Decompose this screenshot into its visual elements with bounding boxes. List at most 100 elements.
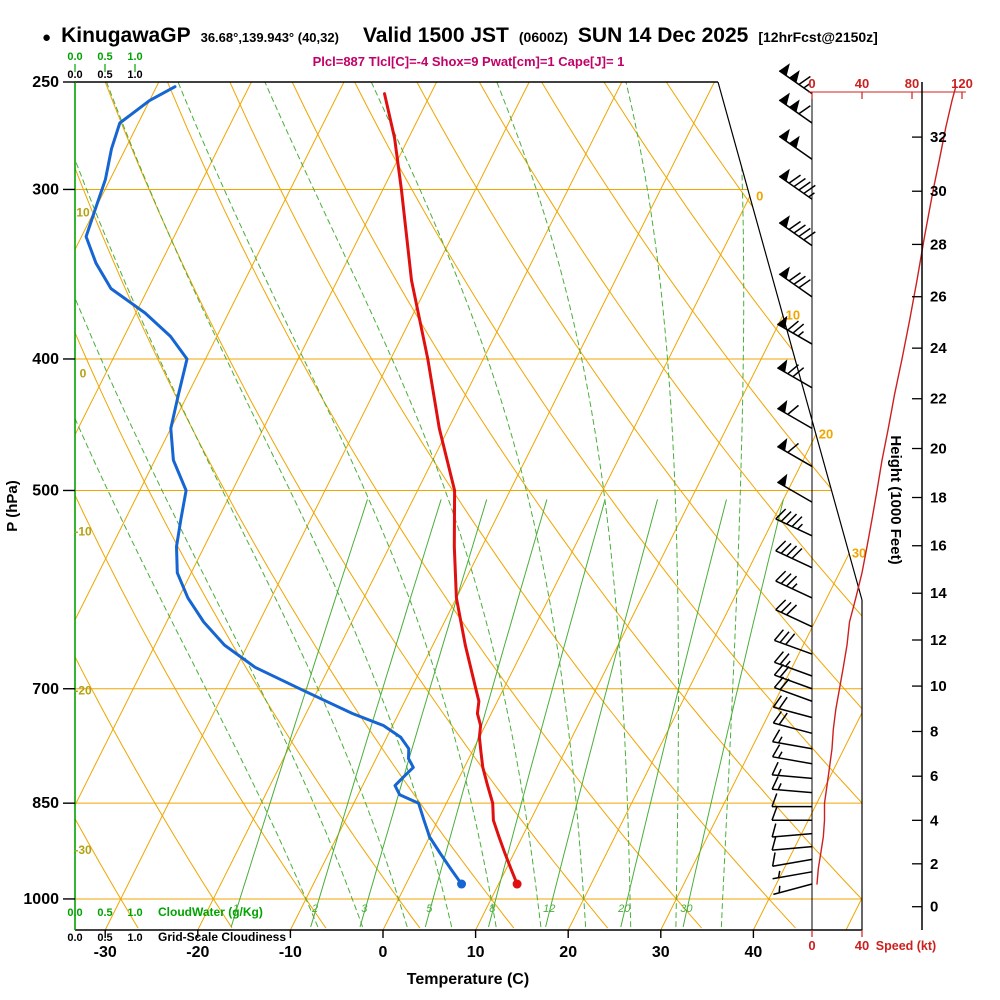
temperature-curve [383, 92, 519, 886]
svg-text:700: 700 [32, 681, 59, 698]
svg-text:CloudWater (g/Kg): CloudWater (g/Kg) [158, 905, 263, 919]
svg-text:1.0: 1.0 [127, 932, 142, 944]
svg-text:40: 40 [855, 938, 869, 953]
svg-text:-30: -30 [74, 843, 92, 857]
svg-text:0: 0 [808, 76, 815, 91]
sounding-curves [84, 85, 522, 889]
svg-text:10: 10 [930, 678, 947, 695]
svg-text:4: 4 [930, 812, 939, 829]
svg-text:1.0: 1.0 [127, 69, 142, 81]
svg-text:5: 5 [426, 903, 433, 915]
station-coords: 36.68°,139.943° (40,32) [200, 30, 339, 45]
station-bullet: ● [42, 29, 52, 46]
svg-text:0: 0 [808, 938, 815, 953]
svg-text:28: 28 [930, 236, 947, 253]
surface-dewpoint-dot [457, 879, 467, 889]
svg-text:26: 26 [930, 289, 947, 306]
cloudwater-scales: 0.0 0.0 0.0 0.0 0.5 0.5 0.5 0.5 1.0 1.0 1.0 1.0 Clou… [67, 51, 286, 944]
wind-barbs [771, 63, 816, 896]
isotherm-grid-lines [75, 82, 862, 930]
valid-date: SUN 14 Dec 2025 [577, 24, 749, 47]
svg-text:2: 2 [311, 903, 318, 915]
svg-text:8: 8 [930, 723, 938, 740]
svg-text:0: 0 [930, 899, 938, 916]
svg-text:0.0: 0.0 [67, 907, 82, 919]
svg-text:-30: -30 [94, 944, 117, 961]
stability-indices: Plcl=887 Tlcl[C]=-4 Shox=9 Pwat[cm]=1 Ca… [312, 54, 625, 69]
svg-text:Grid-Scale Cloudiness: Grid-Scale Cloudiness [158, 930, 286, 944]
svg-text:18: 18 [930, 490, 947, 507]
svg-text:3: 3 [361, 903, 368, 915]
svg-text:0.0: 0.0 [67, 51, 82, 63]
svg-text:6: 6 [930, 768, 938, 785]
svg-text:16: 16 [930, 538, 947, 555]
svg-text:8: 8 [489, 903, 496, 915]
pressure-axis: 250 300 400 500 700 850 1000 P (hPa) [4, 74, 75, 908]
svg-text:250: 250 [32, 74, 59, 91]
svg-text:0: 0 [80, 367, 87, 381]
chart-header: ● KinugawaGP 36.68°,139.943° (40,32) Val… [42, 24, 972, 48]
svg-text:30: 30 [852, 545, 866, 560]
svg-text:Height (1000 Feet): Height (1000 Feet) [887, 435, 904, 564]
svg-text:-20: -20 [186, 944, 209, 961]
svg-text:0: 0 [379, 944, 388, 961]
svg-text:40: 40 [745, 944, 763, 961]
svg-text:Temperature (C): Temperature (C) [407, 971, 529, 988]
svg-text:0.5: 0.5 [97, 907, 112, 919]
svg-text:-10: -10 [279, 944, 302, 961]
forecast-offset: [12hrFcst@2150z] [758, 29, 878, 45]
svg-text:1: 1 [233, 903, 239, 915]
svg-text:1.0: 1.0 [127, 907, 142, 919]
svg-text:32: 32 [930, 129, 947, 146]
valid-time: Valid 1500 JST [362, 24, 509, 47]
svg-text:Speed (kt): Speed (kt) [876, 939, 936, 953]
temperature-axis: -30 -20 -10 0 10 20 30 40 Temperature (C) [94, 930, 763, 988]
svg-text:1.0: 1.0 [127, 51, 142, 63]
svg-text:10: 10 [467, 944, 485, 961]
svg-text:850: 850 [32, 795, 59, 812]
moist-adiabat-lines [75, 82, 745, 928]
svg-text:12: 12 [543, 903, 555, 915]
svg-text:30: 30 [930, 183, 947, 200]
plot-frame [74, 81, 863, 931]
svg-text:20: 20 [819, 426, 833, 441]
dewpoint-curve [84, 85, 463, 886]
station-name: KinugawaGP [61, 24, 191, 47]
svg-text:400: 400 [32, 351, 59, 368]
svg-text:-20: -20 [74, 683, 92, 697]
svg-text:0.5: 0.5 [97, 51, 112, 63]
svg-text:20: 20 [559, 944, 577, 961]
svg-text:0: 0 [756, 188, 763, 203]
svg-text:2: 2 [930, 856, 938, 873]
svg-text:14: 14 [930, 585, 947, 602]
svg-text:P (hPa): P (hPa) [4, 480, 21, 531]
svg-text:24: 24 [930, 340, 947, 357]
valid-zulu: (0600Z) [518, 29, 568, 45]
svg-text:80: 80 [905, 76, 919, 91]
svg-text:12: 12 [930, 632, 947, 649]
svg-text:30: 30 [680, 903, 693, 915]
svg-text:20: 20 [930, 441, 947, 458]
svg-text:0.5: 0.5 [97, 69, 112, 81]
svg-text:10: 10 [786, 307, 800, 322]
svg-text:22: 22 [930, 391, 947, 408]
svg-text:-10: -10 [74, 524, 92, 538]
svg-text:500: 500 [32, 482, 59, 499]
svg-text:40: 40 [855, 76, 869, 91]
svg-text:20: 20 [617, 903, 631, 915]
svg-text:0.0: 0.0 [67, 932, 82, 944]
dry-adiabat-lines [75, 82, 862, 929]
surface-temperature-dot [512, 879, 522, 889]
svg-text:30: 30 [652, 944, 670, 961]
svg-text:1000: 1000 [23, 891, 59, 908]
svg-text:10: 10 [76, 206, 90, 220]
svg-text:0.5: 0.5 [97, 932, 112, 944]
svg-text:300: 300 [32, 181, 59, 198]
svg-text:0.0: 0.0 [67, 69, 82, 81]
svg-text:120: 120 [951, 76, 973, 91]
